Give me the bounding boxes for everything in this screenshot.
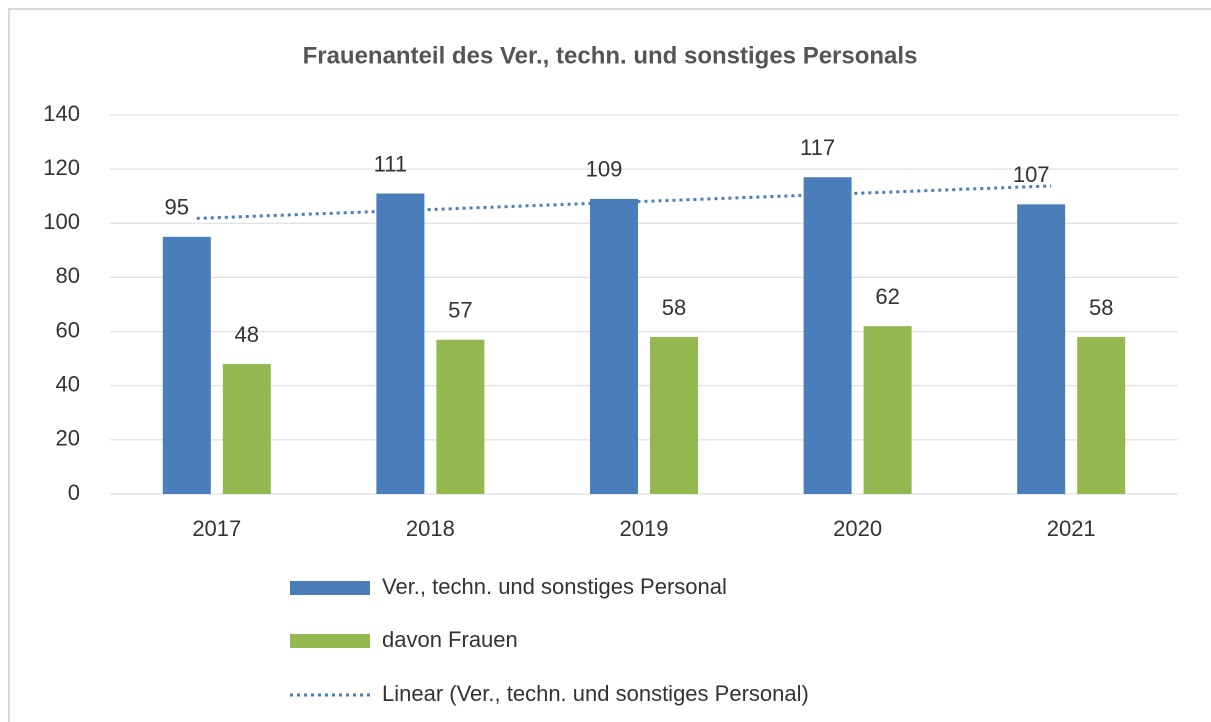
x-tick-label: 2019 [620, 516, 669, 541]
bar [1077, 336, 1126, 494]
data-label: 62 [875, 284, 899, 309]
x-tick-label: 2021 [1047, 516, 1096, 541]
data-label: 109 [586, 157, 623, 182]
y-tick-label: 80 [56, 263, 80, 288]
bar [1017, 204, 1066, 495]
data-label: 48 [235, 322, 259, 347]
data-label: 58 [1089, 295, 1113, 320]
y-tick-label: 0 [68, 480, 80, 505]
legend-swatch [290, 581, 370, 595]
bar [863, 326, 912, 494]
legend-swatch [290, 634, 370, 648]
legend-label: Ver., techn. und sonstiges Personal [382, 574, 727, 599]
data-label: 57 [448, 298, 472, 323]
data-label: 117 [800, 135, 835, 160]
y-tick-label: 60 [56, 317, 80, 342]
data-label: 111 [374, 151, 407, 176]
x-tick-label: 2018 [406, 516, 455, 541]
data-label: 58 [662, 295, 686, 320]
x-tick-label: 2017 [192, 516, 241, 541]
y-tick-label: 40 [56, 372, 80, 397]
chart-title: Frauenanteil des Ver., techn. und sonsti… [303, 42, 918, 69]
bar [162, 236, 211, 495]
bar [803, 177, 852, 494]
bar [222, 364, 271, 494]
bar [590, 198, 638, 494]
data-label: 95 [165, 195, 189, 220]
y-tick-label: 120 [43, 155, 80, 180]
legend-label: davon Frauen [382, 627, 518, 652]
y-tick-label: 140 [43, 101, 80, 126]
x-tick-label: 2020 [833, 516, 882, 541]
bar [436, 339, 485, 494]
legend-label: Linear (Ver., techn. und sonstiges Perso… [382, 681, 809, 706]
bar [650, 336, 698, 494]
bar [376, 193, 425, 494]
trendline [196, 184, 1052, 220]
data-label: 107 [1013, 162, 1050, 187]
y-tick-label: 20 [56, 426, 80, 451]
y-tick-label: 100 [43, 209, 80, 234]
